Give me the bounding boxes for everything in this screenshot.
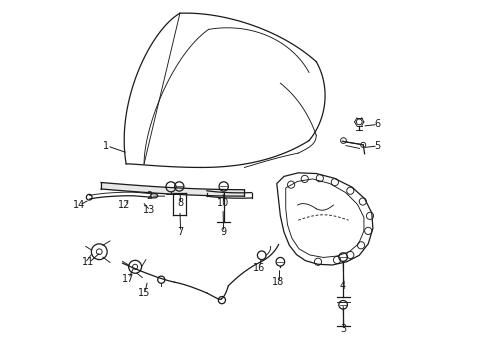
Text: 7: 7 [177, 227, 183, 237]
Text: 9: 9 [220, 227, 225, 237]
Text: 8: 8 [177, 198, 183, 208]
Text: 18: 18 [272, 277, 284, 287]
Text: 10: 10 [216, 198, 229, 208]
Text: 11: 11 [82, 257, 95, 267]
Text: 1: 1 [103, 141, 109, 151]
Text: 4: 4 [339, 281, 346, 291]
Text: 17: 17 [122, 274, 134, 284]
Text: 13: 13 [143, 206, 155, 216]
Text: 12: 12 [118, 200, 130, 210]
Polygon shape [101, 183, 244, 196]
Text: 14: 14 [73, 200, 85, 210]
Text: 6: 6 [373, 120, 380, 129]
Text: 2: 2 [146, 191, 152, 201]
Text: 16: 16 [252, 263, 264, 273]
Text: 3: 3 [339, 324, 346, 334]
Text: 5: 5 [373, 141, 380, 151]
Text: 15: 15 [138, 288, 150, 298]
